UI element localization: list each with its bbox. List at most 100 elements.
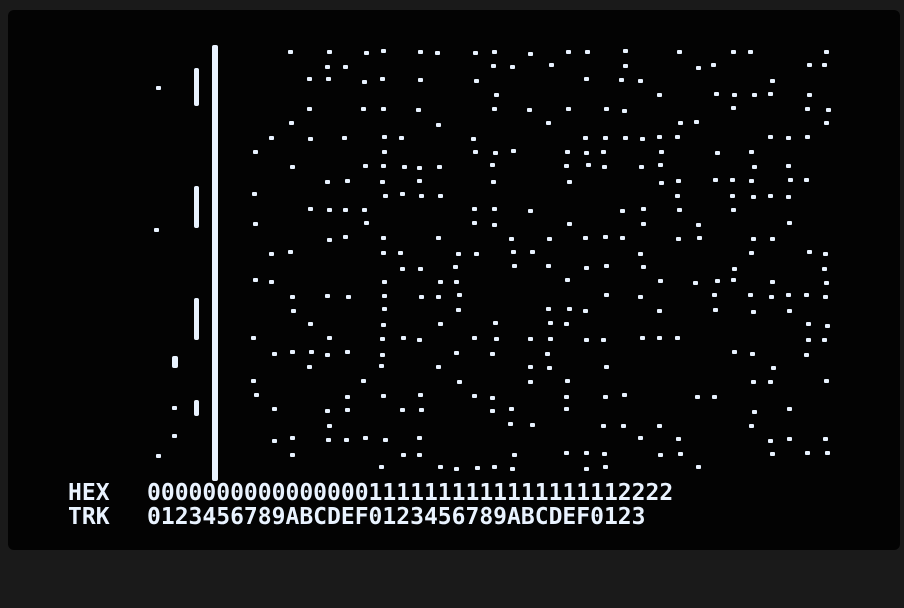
sector-dot [822, 294, 828, 299]
sector-dot [471, 137, 477, 142]
sector-dot [475, 466, 480, 471]
sector-dot [508, 407, 514, 412]
sector-dot [787, 178, 793, 183]
sector-dot [730, 178, 736, 182]
sector-dot [455, 252, 461, 257]
sector-dot [345, 395, 350, 400]
sector-dot [491, 179, 497, 184]
sector-dot [714, 92, 719, 96]
sector-dot [362, 207, 367, 212]
hex-label: HEX [68, 480, 110, 506]
sector-dot [473, 51, 479, 56]
sector-dot [751, 237, 756, 241]
sector-dot [379, 465, 385, 470]
sector-dot [603, 364, 609, 369]
sector-dot [345, 294, 351, 299]
sector-dot [767, 194, 773, 199]
sector-dot [823, 251, 828, 256]
sector-dot [730, 49, 736, 54]
sector-dot [509, 466, 515, 471]
sector-dot [822, 62, 828, 67]
sector-dot [731, 349, 737, 354]
sector-dot [490, 395, 496, 400]
sector-dot [768, 295, 774, 300]
sector-dot [730, 194, 735, 199]
sector-dot [437, 280, 443, 285]
sector-dot [750, 194, 756, 199]
sector-dot [675, 336, 681, 341]
sector-dot [547, 337, 553, 342]
sector-dot [603, 235, 609, 240]
sector-dot [308, 322, 314, 327]
sector-dot [417, 77, 423, 82]
sector-dot [583, 265, 589, 270]
sector-dot [731, 92, 737, 97]
sector-dot [785, 194, 791, 199]
disk-map-screen: HEX 000000000000000011111111111111111122… [8, 10, 900, 550]
sector-dot [549, 62, 555, 67]
sector-dot [381, 164, 387, 168]
sector-dot [491, 106, 497, 111]
sector-bar [194, 186, 199, 228]
sector-dot [490, 351, 496, 356]
sector-dot [567, 307, 573, 312]
sector-dot [693, 280, 699, 285]
sector-dot [748, 423, 754, 428]
sector-dot [416, 338, 422, 342]
sector-dot [363, 220, 369, 225]
sector-dot [585, 49, 591, 54]
sector-dot [804, 451, 810, 456]
sector-dot [637, 79, 643, 83]
sector-dot [823, 437, 829, 442]
sector-dot [325, 77, 331, 82]
sector-dot [528, 364, 534, 369]
sector-dot [674, 135, 680, 140]
sector-dot [380, 107, 386, 112]
sector-dot [600, 338, 606, 342]
sector-dot [490, 163, 496, 168]
sector-dot [344, 407, 350, 412]
sector-dot [436, 294, 441, 299]
sector-dot [603, 107, 609, 112]
hex-digits: 00000000000000001111111111111111112222 [147, 480, 674, 506]
sector-dot [656, 134, 662, 139]
track-sector-map [8, 10, 900, 550]
sector-dot [623, 64, 628, 69]
sector-dot [768, 134, 774, 139]
sector-dot [154, 228, 159, 232]
sector-dot [638, 164, 644, 169]
sector-dot [805, 337, 811, 342]
sector-bar [212, 396, 217, 436]
trk-label: TRK [68, 504, 110, 530]
sector-dot [473, 150, 479, 155]
sector-dot [361, 79, 367, 84]
sector-dot [620, 423, 626, 428]
sector-dot [806, 250, 812, 255]
sector-dot [269, 136, 275, 141]
sector-dot [453, 279, 459, 284]
sector-dot [770, 79, 776, 84]
sector-dot [401, 452, 407, 457]
sector-dot [437, 322, 443, 327]
sector-dot [474, 78, 480, 83]
sector-dot [786, 221, 792, 226]
sector-dot [712, 178, 718, 183]
sector-dot [272, 407, 278, 412]
sector-dot [803, 352, 809, 357]
sector-dot [252, 192, 257, 197]
sector-dot [824, 379, 829, 384]
sector-dot [529, 249, 535, 254]
sector-dot [601, 452, 607, 457]
sector-dot [563, 163, 569, 168]
sector-dot [327, 336, 333, 341]
sector-dot [619, 209, 625, 214]
sector-dot [806, 63, 812, 68]
sector-dot [676, 237, 682, 242]
sector-dot [637, 436, 643, 440]
sector-dot [437, 194, 443, 199]
sector-dot [379, 364, 385, 369]
sector-dot [363, 50, 369, 55]
sector-dot [290, 436, 296, 441]
sector-dot [399, 192, 405, 197]
sector-dot [565, 106, 571, 111]
